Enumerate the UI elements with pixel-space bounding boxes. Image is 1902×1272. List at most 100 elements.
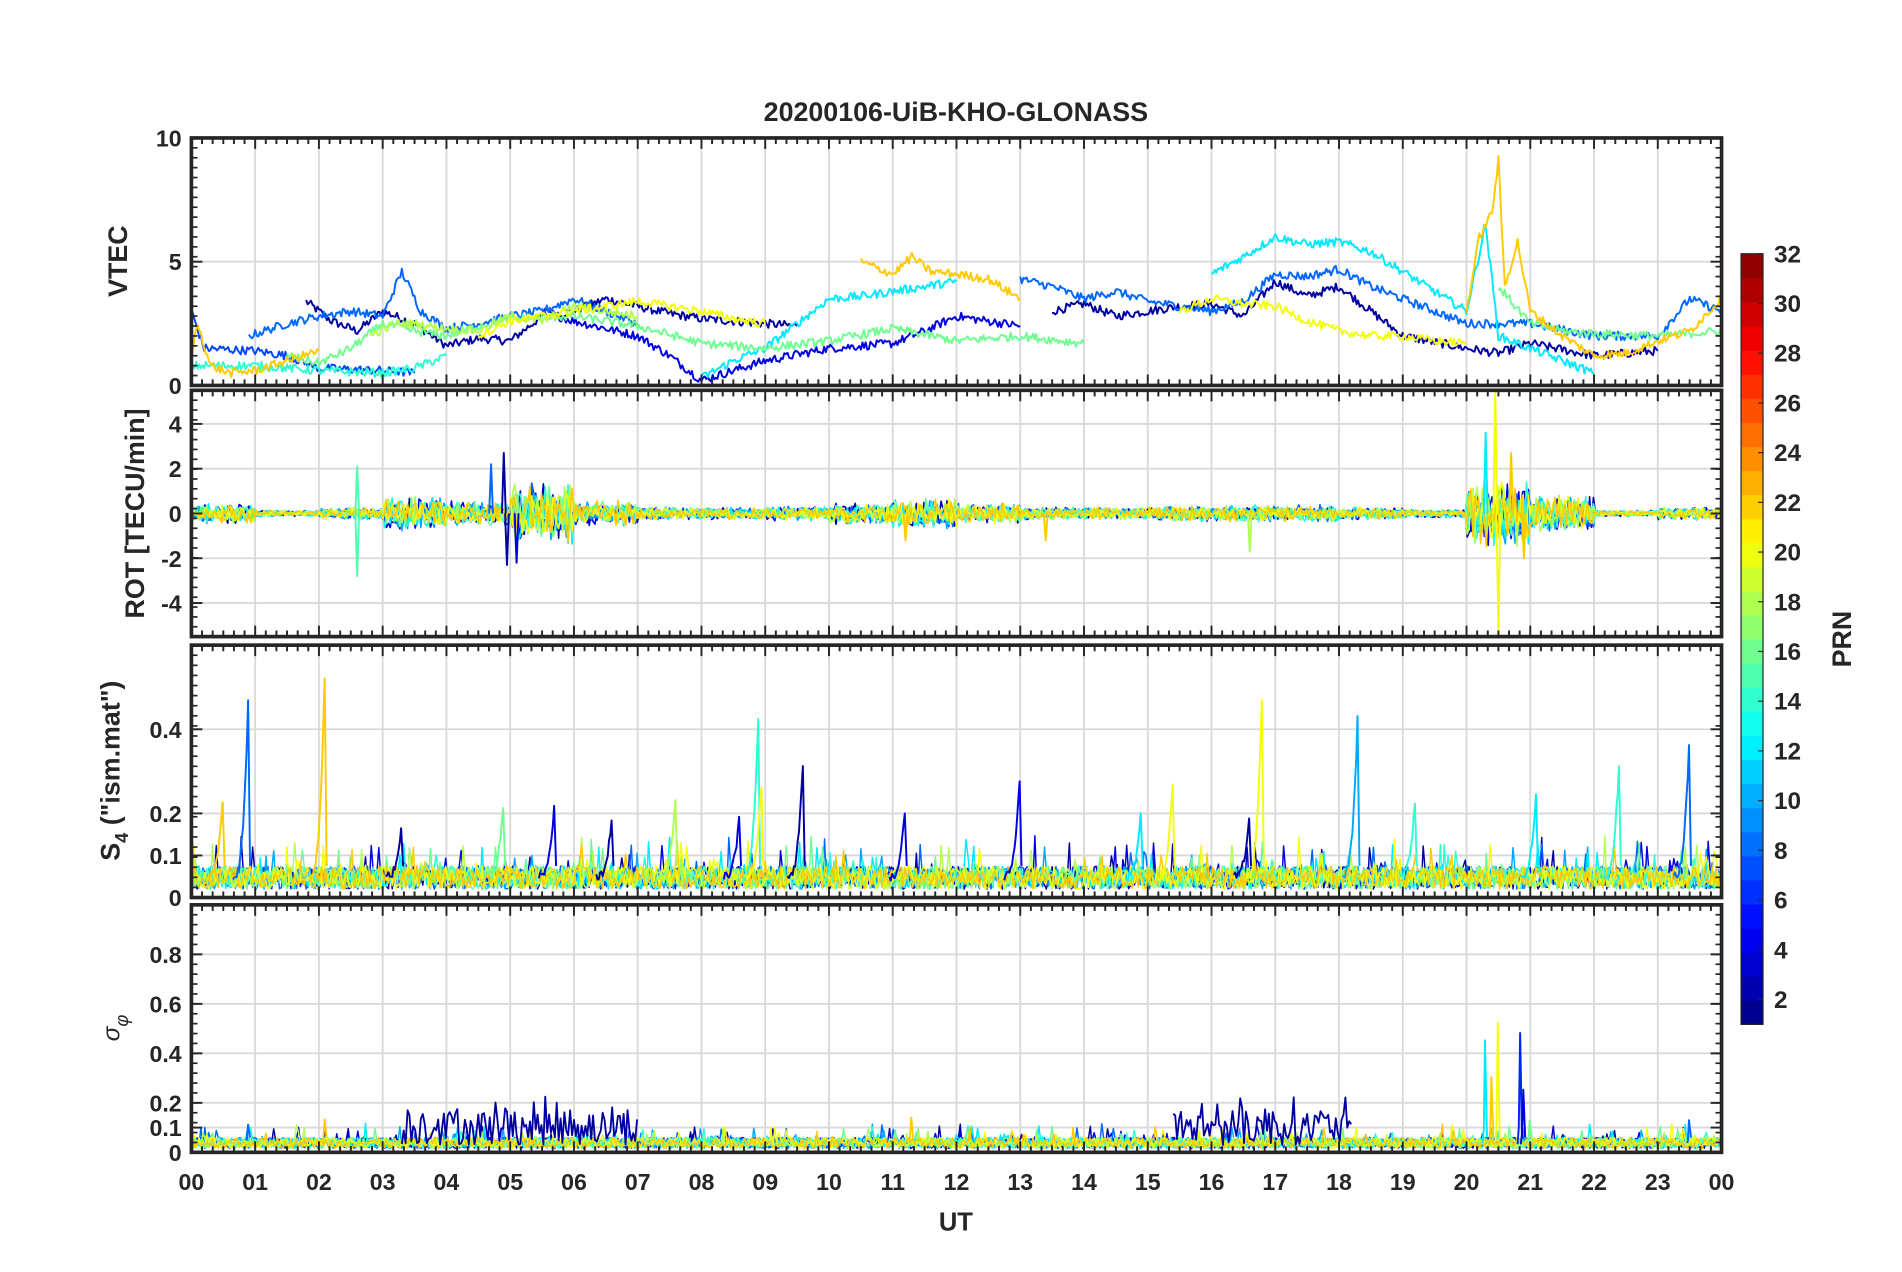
rot-spike (1508, 452, 1515, 514)
colorbar-bin (1741, 952, 1764, 977)
x-tick-label: 21 (1517, 1169, 1543, 1195)
colorbar-bin (1741, 566, 1764, 592)
colorbar-bin (1741, 711, 1764, 736)
y-tick-label: 0.4 (149, 1041, 181, 1067)
colorbar-bin (1741, 590, 1764, 616)
chart-title: 20200106-UiB-KHO-GLONASS (764, 97, 1148, 127)
data-lines (191, 677, 1721, 890)
x-tick-label: 16 (1199, 1169, 1225, 1195)
colorbar-bin (1741, 928, 1764, 953)
colorbar-tick-label: 30 (1774, 291, 1801, 318)
colorbar-bin (1741, 639, 1764, 664)
colorbar-tick-label: 32 (1774, 241, 1801, 268)
vtec-series-prn-18 (369, 301, 639, 337)
rot-spike (488, 463, 494, 514)
colorbar-bin (1741, 735, 1764, 761)
colorbar-tick-label: 24 (1774, 440, 1802, 467)
y-tick-label: 0 (169, 1140, 182, 1166)
colorbar-tick-label: 22 (1774, 490, 1801, 517)
rot-spike (1492, 390, 1499, 514)
colorbar-frame (1740, 253, 1764, 1025)
y-tick-label: 0 (169, 501, 182, 527)
sigma-phi-spike (907, 1116, 915, 1142)
s4-spike (1398, 802, 1418, 878)
panel-rot: -4 -2 0 2 4 ROT [TECU/min] (120, 388, 1724, 639)
colorbar-tick-label: 12 (1774, 738, 1801, 765)
y-axis-label-main: S (95, 843, 125, 861)
sigma-phi-spike (1526, 1119, 1533, 1145)
vtec-series-prn-22 (1465, 155, 1722, 361)
y-tick-label: 4 (169, 411, 182, 437)
colorbar-tick-label: 10 (1774, 788, 1801, 815)
y-axis-label-subscript: φ (111, 1015, 132, 1027)
x-tick-label: 15 (1135, 1169, 1161, 1195)
s4-spike (786, 765, 806, 880)
s4-spike (1602, 765, 1622, 881)
colorbar-bin (1741, 301, 1764, 327)
x-tick-label: 14 (1071, 1169, 1097, 1195)
x-tick-label: 20 (1454, 1169, 1480, 1195)
y-tick-label: 10 (156, 125, 182, 151)
y-tick-label: 0.8 (149, 942, 181, 968)
s4-spike (1520, 793, 1539, 878)
s4-spike (1003, 780, 1023, 881)
x-tick-label: 10 (816, 1169, 842, 1195)
s4-series-prn-20 (191, 836, 1721, 890)
y-tick-label: 0 (169, 885, 182, 911)
sigma-phi-spike (1481, 1039, 1488, 1144)
sigma-phi-spike (1516, 1032, 1523, 1145)
x-tick-label: 18 (1326, 1169, 1352, 1195)
vtec-series-prn-16 (286, 311, 1085, 368)
s4-spike (742, 717, 762, 881)
colorbar-bin (1741, 1000, 1764, 1025)
s4-spike (308, 677, 328, 881)
colorbar-bin (1741, 759, 1764, 785)
colorbar-bin (1741, 542, 1764, 568)
y-axis-label-subscript: 4 (111, 832, 132, 843)
x-tick-label: 08 (689, 1169, 715, 1195)
colorbar-tick-label: 2 (1774, 987, 1788, 1014)
vtec-series-prn-8 (1019, 264, 1722, 342)
panel-s4: 0 0.1 0.2 0.4 S4 ("ism.mat") (95, 643, 1724, 911)
colorbar-bin (1741, 374, 1764, 399)
y-axis-label-rest: ("ism.mat") (95, 681, 125, 833)
y-tick-label: 0 (169, 373, 182, 399)
x-tick-label: 00 (179, 1169, 205, 1195)
sigma-phi-spike (1519, 1088, 1527, 1145)
x-tick-label: 06 (561, 1169, 587, 1195)
colorbar-bin (1741, 398, 1764, 423)
vtec-series-prn-22 (191, 324, 320, 379)
elevated-band (400, 1095, 638, 1146)
colorbar-tick-label: 4 (1774, 937, 1788, 964)
colorbar-bin (1741, 277, 1764, 303)
s4-spike (659, 799, 679, 881)
vtec-series-prn-12 (700, 278, 958, 379)
s4-spike (232, 699, 252, 881)
y-axis-label: σφ (98, 1015, 132, 1042)
rot-spike (1520, 513, 1527, 560)
colorbar-bin (1741, 663, 1764, 688)
rot-spike (1042, 513, 1049, 542)
x-tick-label: 01 (242, 1169, 268, 1195)
rot-spike (500, 452, 507, 514)
rot-spike (354, 513, 361, 578)
rot-spike (902, 513, 909, 542)
x-tick-label: 12 (944, 1169, 970, 1195)
rot-spike (1482, 431, 1489, 514)
x-tick-label: 07 (625, 1169, 651, 1195)
s4-spike (207, 801, 226, 880)
vtec-series-prn-2 (1051, 279, 1659, 360)
vtec-series-prn-4 (541, 307, 1021, 383)
colorbar-bin (1741, 976, 1764, 1001)
rot-series-prn-22 (191, 485, 1721, 548)
y-tick-label: -4 (161, 591, 182, 617)
s4-spike (1341, 715, 1361, 879)
x-tick-label: 00 (1709, 1169, 1735, 1195)
colorbar-label: PRN (1827, 611, 1857, 668)
y-tick-label: 0.1 (149, 843, 181, 869)
x-tick-label: 19 (1390, 1169, 1416, 1195)
sigma-phi-spike (245, 1123, 252, 1141)
